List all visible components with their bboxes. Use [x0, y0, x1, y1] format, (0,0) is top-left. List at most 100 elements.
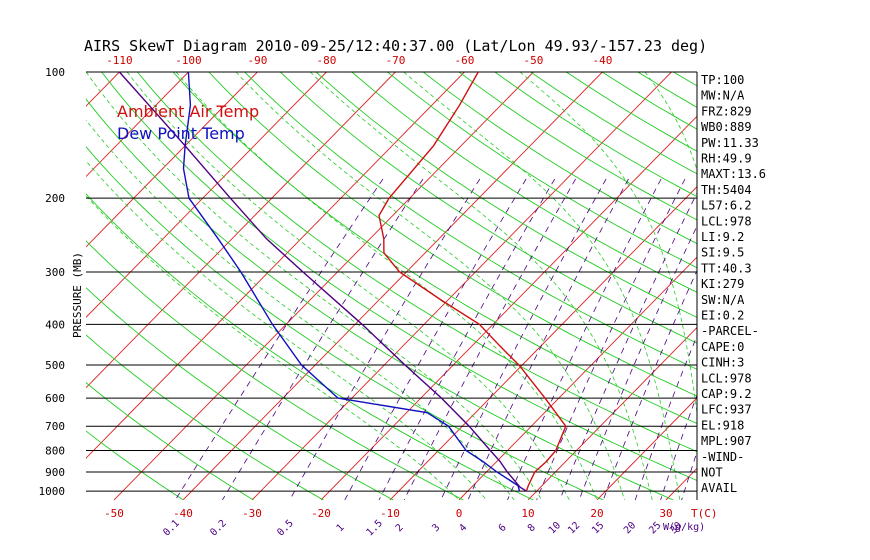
dry-adiabat-line — [279, 72, 697, 344]
mixing-ratio-tick-label: 0.2 — [208, 518, 229, 539]
isotherm-line — [113, 72, 534, 500]
index-item: LI:9.2 — [701, 230, 744, 244]
mixing-ratio-line — [578, 225, 697, 500]
isotherm-line — [86, 72, 327, 318]
mixing-ratio-line — [467, 178, 629, 500]
bottom-temp-tick-label: -10 — [380, 507, 400, 520]
moist-adiabat-line — [175, 72, 598, 500]
top-temp-tick-label: -50 — [524, 54, 544, 67]
dry-adiabat-line — [86, 98, 674, 500]
top-temp-tick-label: -80 — [317, 54, 337, 67]
index-item: MPL:907 — [701, 434, 752, 448]
ambient-air-temp-line — [378, 72, 567, 492]
mixing-ratio-tick-label: 15 — [590, 520, 606, 536]
pressure-tick-label: 800 — [45, 445, 65, 458]
moist-adiabat-line — [519, 72, 697, 416]
mixing-ratio-line — [507, 178, 662, 500]
isotherm-line — [458, 256, 697, 500]
moist-adiabat-line — [403, 72, 681, 500]
top-temp-tick-label: -110 — [106, 54, 133, 67]
bottom-temp-tick-label: -30 — [242, 507, 262, 520]
dry-adiabat-line — [458, 72, 697, 221]
index-item: EL:918 — [701, 418, 744, 432]
pressure-tick-label: 1000 — [39, 485, 66, 498]
dry-adiabat-line — [101, 72, 697, 482]
mixing-ratio-line — [344, 178, 527, 500]
temp-units-label: T(C) — [691, 507, 718, 520]
profiles — [118, 72, 567, 492]
isotherm-line — [804, 72, 870, 500]
isobars: 100 200 300 400 500 600 700 800 900 1000 — [39, 66, 698, 500]
pressure-tick-label: 100 — [45, 66, 65, 79]
mixing-units-label: W(g/kg) — [663, 522, 705, 533]
index-item: WB0:889 — [701, 120, 752, 134]
pressure-tick-label: 700 — [45, 420, 65, 433]
mixing-ratio-tick-label: 6 — [497, 522, 509, 534]
dry-adiabat-line — [86, 193, 534, 500]
isotherm-line — [86, 72, 120, 107]
mixing-ratio-tick-label: 10 — [547, 520, 563, 536]
mixing-ratio-line — [222, 178, 424, 500]
index-item: SI:9.5 — [701, 246, 744, 260]
mixing-ratio-line — [403, 178, 576, 500]
mixing-ratio-line — [559, 192, 697, 500]
isotherm-line — [86, 72, 465, 459]
moist-adiabat-line — [86, 119, 515, 500]
index-item: TT:40.3 — [701, 261, 752, 275]
dry-adiabat-line — [86, 287, 394, 500]
y-axis-label: PRESSURE (MB) — [71, 252, 84, 338]
dry-adiabat-line — [745, 72, 870, 500]
mixing-ratio-line — [602, 269, 697, 500]
isotherm-line — [527, 326, 697, 500]
dry-adiabat-line — [86, 240, 464, 500]
chart-title: AIRS SkewT Diagram 2010-09-25/12:40:37.0… — [84, 37, 707, 55]
index-item: TP:100 — [701, 73, 744, 87]
index-item: KI:279 — [701, 277, 744, 291]
isotherm-line — [86, 72, 258, 248]
isotherm-line — [596, 397, 697, 500]
index-item: RH:49.9 — [701, 152, 752, 166]
mixing-ratio-line — [378, 178, 556, 500]
parcel-line — [118, 72, 527, 492]
isotherm-line — [389, 186, 697, 500]
dry-adiabat-line — [315, 72, 697, 318]
index-item: LCL:978 — [701, 371, 752, 385]
dry-adiabat-line — [86, 334, 324, 500]
moist-adiabat-line — [309, 72, 653, 500]
index-item: CINH:3 — [701, 356, 744, 370]
moist-adiabat-line — [86, 195, 460, 500]
dry-adiabat-line — [172, 72, 697, 425]
dry-adiabat-line — [244, 72, 697, 370]
mixing-ratio-tick-label: 4 — [457, 522, 469, 534]
moist-adiabat-line — [126, 72, 570, 500]
bottom-temp-tick-label: 0 — [456, 507, 463, 520]
dry-adiabat-line — [137, 72, 697, 453]
pressure-tick-label: 500 — [45, 359, 65, 372]
top-temp-tick-label: -90 — [248, 54, 268, 67]
dry-adiabat-line — [387, 72, 697, 269]
mixing-ratio-tick-label: 25 — [647, 520, 663, 536]
mixing-ratio-tick-label: 0.5 — [275, 518, 296, 539]
isotherm-line — [0, 72, 50, 500]
dry-adiabat-line — [86, 430, 184, 500]
index-item: AVAIL — [701, 481, 737, 495]
pressure-tick-label: 300 — [45, 266, 65, 279]
pressure-tick-label: 900 — [45, 466, 65, 479]
top-temp-tick-label: -100 — [175, 54, 202, 67]
top-temp-tick-label: -70 — [386, 54, 406, 67]
index-item: TH:5404 — [701, 183, 752, 197]
moist-adiabat-line — [86, 72, 543, 500]
legend-ambient-air-temp: Ambient Air Temp — [117, 102, 259, 121]
top-temp-tick-label: -60 — [455, 54, 475, 67]
mixing-ratio-line — [174, 178, 384, 500]
index-item: MAXT:13.6 — [701, 167, 766, 181]
isotherm-line — [86, 72, 189, 178]
index-item: NOT — [701, 466, 723, 480]
mixing-ratio-line — [440, 178, 607, 500]
mixing-ratio-tick-label: 20 — [622, 520, 638, 536]
mixing-ratio-line — [634, 334, 697, 500]
index-item: CAPE:0 — [701, 340, 744, 354]
bottom-temp-tick-label: 30 — [659, 507, 672, 520]
